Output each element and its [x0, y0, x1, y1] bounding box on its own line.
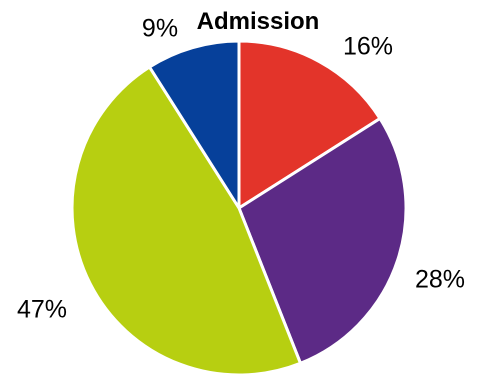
pie-slices: [70, 39, 408, 377]
pie-labels: 16% 28% 47% 9%: [17, 15, 465, 324]
pie-slice-label-3: 9%: [142, 15, 178, 43]
pie-slice-3: [148, 39, 241, 210]
pie-slice-label-1: 28%: [415, 266, 465, 294]
pie-slice-label-0: 16%: [343, 33, 393, 61]
chart-title: Admission: [197, 8, 320, 35]
pie-slice-1: [237, 117, 408, 365]
pie-slice-label-2: 47%: [17, 296, 67, 324]
pie-slice-0: [237, 39, 382, 210]
